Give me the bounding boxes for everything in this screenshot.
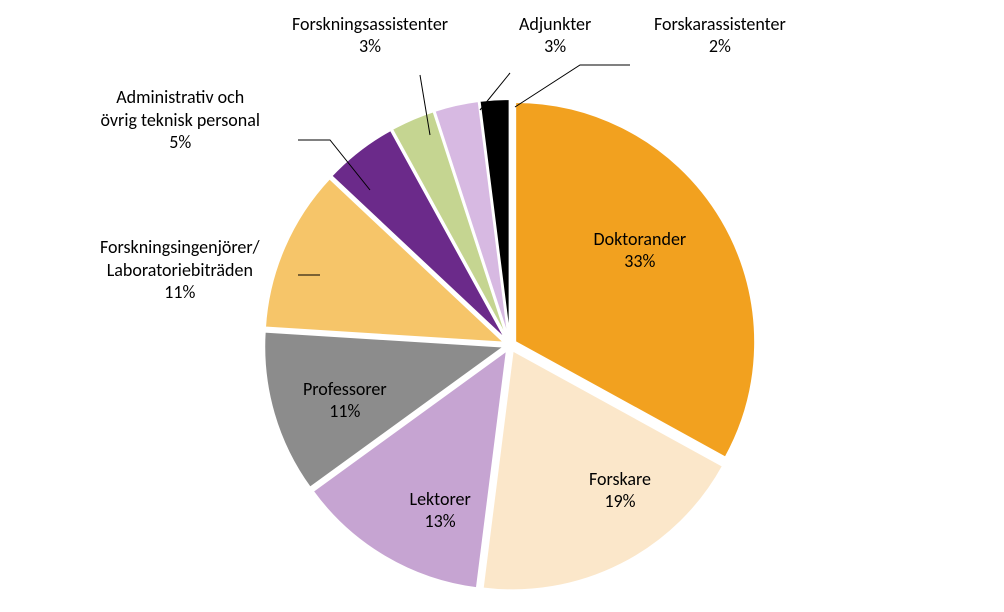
label-professorer: Professorer 11% — [303, 378, 387, 423]
label-forskningsassistenter: Forskningsassistenter 3% — [292, 13, 448, 58]
label-forskare: Forskare 19% — [589, 468, 651, 513]
pie-chart: Doktorander 33% Forskare 19% Lektorer 13% P… — [0, 0, 1004, 612]
label-administrativ: Administrativ och övrig teknisk personal… — [101, 86, 260, 154]
leader-forskarassistenter — [515, 65, 630, 107]
label-forskarassistenter: Forskarassistenter 2% — [654, 13, 786, 58]
label-forskningsingenjorer: Forskningsingenjörer/ Laboratoriebiträde… — [100, 236, 260, 304]
label-doktorander: Doktorander 33% — [594, 228, 687, 273]
label-adjunkter: Adjunkter 3% — [519, 13, 591, 58]
label-lektorer: Lektorer 13% — [410, 488, 471, 533]
